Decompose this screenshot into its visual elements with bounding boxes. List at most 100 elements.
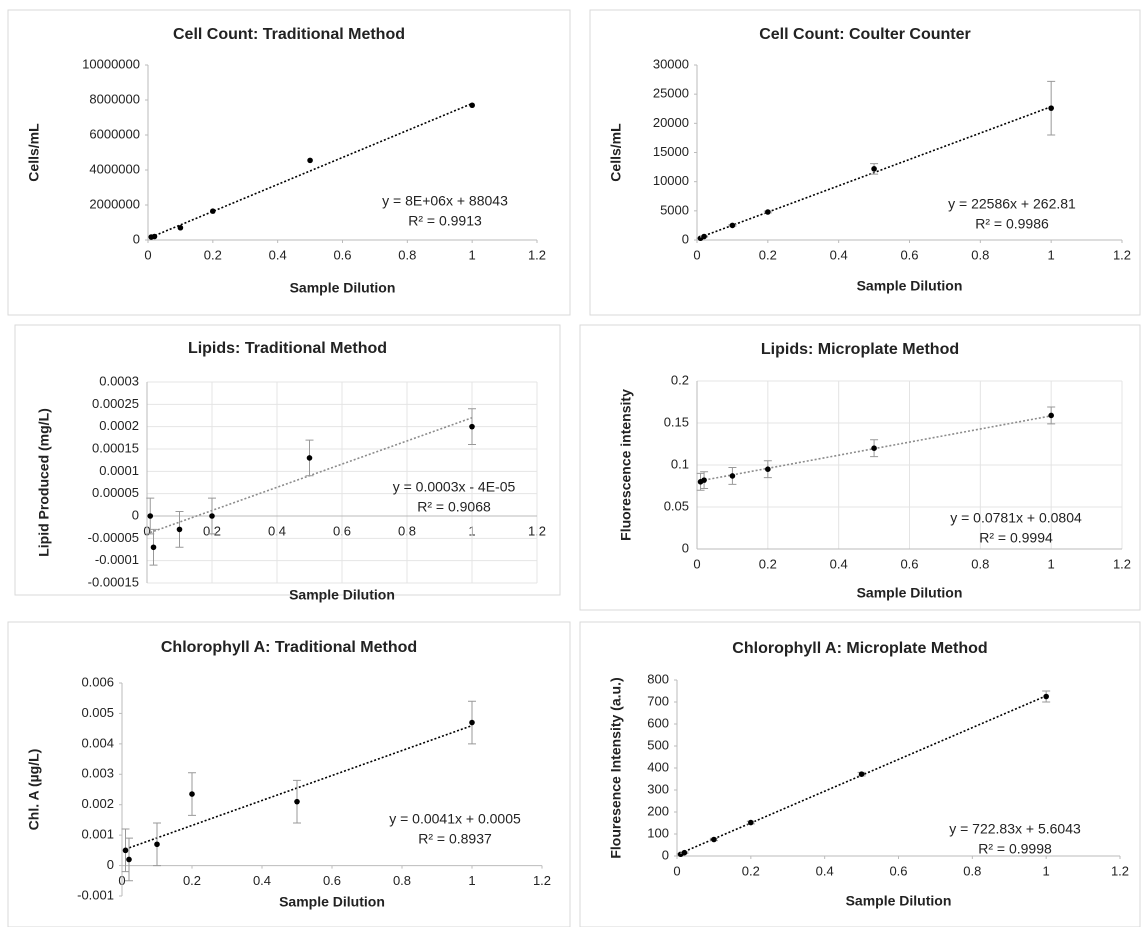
chart-title: Lipids: Traditional Method (188, 340, 387, 357)
x-tick-label: 1 (1043, 863, 1050, 878)
y-tick-label: 15000 (653, 144, 689, 159)
data-point (711, 836, 717, 843)
y-tick-label: 10000000 (82, 56, 140, 71)
data-point (1048, 412, 1054, 419)
trendline-equation: R² = 0.8937 (418, 831, 492, 847)
panel-border (7, 9, 571, 316)
y-tick-label: 400 (647, 759, 669, 774)
y-axis-title: Fluorescence intensity (618, 389, 634, 541)
y-tick-label: 600 (647, 715, 669, 730)
data-point (701, 233, 707, 240)
data-point (177, 224, 184, 231)
data-point (729, 473, 736, 479)
x-tick-label: 1 (469, 247, 476, 262)
y-tick-label: -0.0001 (95, 552, 139, 567)
trendline-equation: R² = 0.9994 (979, 530, 1053, 546)
x-tick-label: 0.2 (183, 873, 201, 888)
x-tick-label: 0.4 (253, 873, 271, 888)
data-point (871, 166, 877, 172)
y-tick-label: 20000 (653, 115, 689, 130)
x-tick-label: 0.6 (323, 873, 341, 888)
chart-panel: Lipids: Traditional Method -0.00015 -0.000… (14, 324, 561, 603)
y-tick-label: 0.006 (81, 674, 114, 689)
chart-panel: Cell Count: Coulter Counter 0 5000 10000 150… (589, 9, 1141, 316)
x-tick-label: 0 (693, 556, 700, 571)
y-tick-label: 2000000 (89, 196, 140, 211)
data-point (122, 847, 129, 854)
data-point (307, 157, 313, 164)
data-point (154, 841, 160, 848)
y-tick-label: 100 (647, 825, 669, 840)
trendline-equation: R² = 0.9913 (408, 213, 482, 229)
trendline (700, 415, 1052, 482)
x-tick-label: 1.2 (533, 873, 551, 888)
trendline-equation: R² = 0.9068 (417, 499, 491, 515)
data-point (150, 544, 157, 551)
y-tick-label: 0.004 (81, 735, 114, 750)
y-tick-label: 0.1 (671, 456, 689, 471)
data-point (765, 209, 771, 215)
y-tick-label: 500 (647, 737, 669, 752)
y-tick-label: 25000 (653, 86, 689, 101)
y-tick-label: 0.002 (81, 796, 114, 811)
chart-panel: Chlorophyll A: Microplate Method 0 100 200 3… (579, 621, 1141, 927)
y-axis-title: Cells/mL (26, 123, 42, 182)
panel-border (14, 324, 561, 596)
x-tick-label: 0.8 (393, 873, 411, 888)
data-point (1048, 105, 1054, 111)
x-axis-title: Sample Dilution (857, 585, 963, 601)
x-tick-label: 0.8 (971, 556, 989, 571)
y-tick-label: 0 (662, 847, 669, 862)
chart-title: Chlorophyll A: Traditional Method (161, 639, 417, 656)
data-point (729, 222, 736, 229)
y-tick-label: 300 (647, 781, 669, 796)
trendline (125, 724, 473, 850)
data-point (469, 719, 475, 726)
trendline-equation: y = 0.0041x + 0.0005 (389, 811, 521, 827)
x-axis-title: Sample Dilution (857, 278, 963, 294)
y-axis-title: Flouresence Intensity (a.u.) (608, 677, 624, 858)
data-point (147, 513, 154, 519)
y-tick-label: 0.2 (671, 372, 689, 387)
y-axis-title: Cells/mL (608, 123, 624, 182)
x-tick-label: 0 (693, 247, 700, 262)
y-tick-label: 4000000 (89, 161, 140, 176)
trendline-equation: y = 22586x + 262.81 (948, 196, 1076, 212)
y-tick-label: 0.0003 (99, 373, 139, 388)
x-axis-title: Sample Dilution (846, 893, 952, 909)
data-point (189, 791, 195, 797)
x-tick-label: 1.2 (1113, 556, 1131, 571)
data-point (209, 513, 215, 519)
data-point (871, 445, 877, 452)
chart-title: Cell Count: Traditional Method (173, 26, 405, 43)
x-tick-label: 0.8 (971, 247, 989, 262)
y-tick-label: 30000 (653, 56, 689, 71)
data-point (765, 466, 771, 473)
y-tick-label: 200 (647, 803, 669, 818)
y-tick-label: 0.15 (664, 414, 689, 429)
y-tick-label: 0.00025 (92, 396, 139, 411)
chart-title: Chlorophyll A: Microplate Method (732, 640, 987, 657)
x-tick-label: 0.4 (830, 556, 848, 571)
panel-border (579, 324, 1141, 611)
trendline-equation: R² = 0.9998 (978, 841, 1052, 857)
data-point (469, 102, 475, 109)
y-tick-label: 0.001 (81, 827, 114, 842)
x-tick-label: 1.2 (1113, 247, 1131, 262)
x-tick-label: 0.8 (398, 247, 416, 262)
y-tick-label: 8000000 (89, 91, 140, 106)
y-tick-label: 0 (682, 231, 689, 246)
trendline-equation: R² = 0.9986 (975, 216, 1049, 232)
y-tick-label: 0.0002 (99, 418, 139, 433)
panel-border (589, 9, 1141, 316)
y-axis-title: Lipid Produced (mg/L) (36, 408, 52, 557)
x-tick-label: 0.2 (742, 863, 760, 878)
data-point (748, 819, 754, 826)
chart-panel: Cell Count: Traditional Method 0 2000000 40… (7, 9, 571, 316)
x-tick-label: 1 (1048, 247, 1055, 262)
y-tick-label: -0.00005 (88, 530, 139, 545)
chart-panel: Chlorophyll A: Traditional Method -0.001 0… (7, 621, 571, 927)
y-tick-label: 0.005 (81, 705, 114, 720)
